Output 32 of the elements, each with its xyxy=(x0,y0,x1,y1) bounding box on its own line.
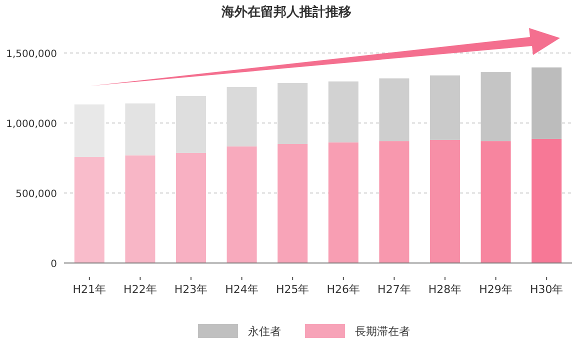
x-tick-label: H25年 xyxy=(276,283,310,296)
x-tick-label: H28年 xyxy=(428,283,462,296)
y-tick-label: 0 xyxy=(50,259,57,270)
x-tick-label: H30年 xyxy=(530,283,564,296)
x-tick-label: H22年 xyxy=(124,283,157,296)
bar xyxy=(125,103,156,156)
bar xyxy=(328,142,358,263)
bar xyxy=(532,138,562,263)
bar xyxy=(226,87,257,146)
bar xyxy=(532,67,562,139)
bar xyxy=(125,155,156,263)
bar xyxy=(226,146,257,263)
bar xyxy=(480,141,511,263)
bar xyxy=(176,152,206,263)
x-tick-label: H26年 xyxy=(326,283,360,296)
legend-label: 長期滞在者 xyxy=(355,325,410,338)
y-tick-label: 1,500,000 xyxy=(6,49,57,60)
x-tick-label: H24年 xyxy=(225,283,258,296)
bar xyxy=(74,157,104,263)
x-tick-label: H27年 xyxy=(378,283,411,296)
bar xyxy=(430,140,460,263)
chart-title: 海外在留邦人推計推移 xyxy=(220,4,352,20)
y-tick-label: 500,000 xyxy=(16,189,57,200)
y-tick-label: 1,000,000 xyxy=(6,119,57,130)
x-tick-label: H29年 xyxy=(479,283,512,296)
legend-label: 永住者 xyxy=(248,325,281,338)
bar xyxy=(176,96,206,153)
x-tick-label: H21年 xyxy=(72,283,106,296)
bar xyxy=(379,141,410,263)
bar xyxy=(278,144,308,263)
x-tick-label: H23年 xyxy=(174,283,208,296)
bar xyxy=(74,104,104,158)
